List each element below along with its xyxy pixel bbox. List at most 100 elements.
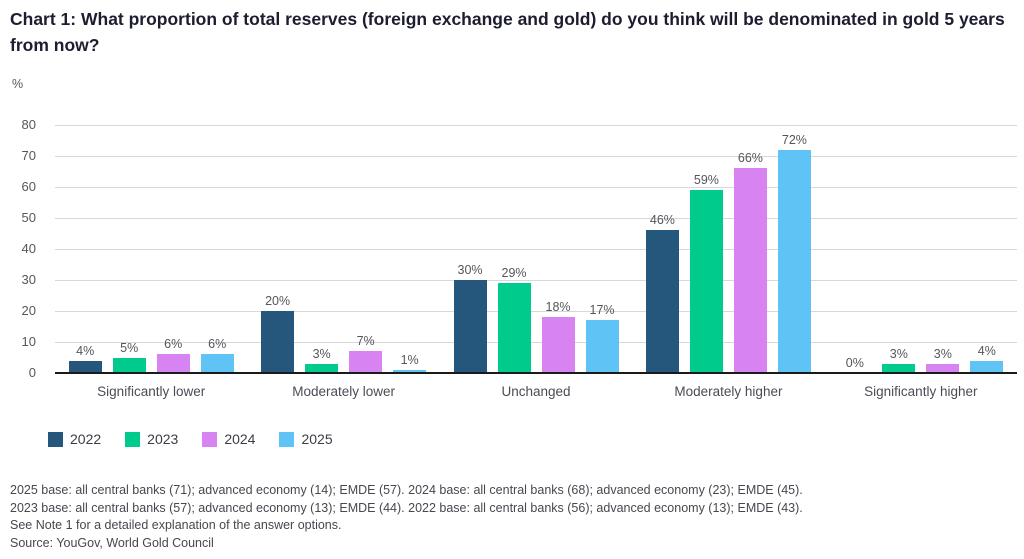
y-tick-label-0: 0 [28,365,36,380]
bar-value-label: 29% [501,266,527,281]
legend-swatch-icon [125,431,141,447]
bar-rect [393,369,427,373]
bar-2025-4: 4% [970,344,1004,373]
bar-value-label: 3% [889,346,908,361]
bar-rect [777,149,811,373]
bar-value-label: 59% [693,173,719,188]
legend-label: 2022 [70,431,102,447]
footnote-source: Source: YouGov, World Gold Council [10,535,214,550]
bar-rect [497,283,531,373]
bar-rect [882,363,916,373]
gridline-10 [55,342,1017,343]
gridline-60 [55,187,1017,188]
y-tick-label-70: 70 [21,148,36,163]
x-category-label-4: Significantly higher [864,384,978,399]
legend-swatch-icon [48,431,63,447]
bar-rect [261,311,295,373]
bar-rect [733,168,767,373]
bar-2023-0: 5% [112,340,146,373]
gridline-70 [55,156,1017,157]
legend-label: 2024 [224,431,256,447]
gridline-30 [55,280,1017,281]
bar-value-label: 6% [164,337,183,352]
legend-item-2025: 2025 [279,431,333,447]
bar-value-label: 4% [76,343,95,358]
bar-rect [349,351,383,373]
x-category-label-3: Moderately higher [674,384,783,399]
legend-swatch-icon [279,431,295,447]
bar-2025-0: 6% [200,337,234,373]
x-category-label-2: Unchanged [501,384,571,399]
gridline-20 [55,311,1017,312]
bar-rect [453,280,487,373]
bar-rect [541,317,575,373]
bar-rect [200,354,234,373]
bar-value-label: 72% [781,132,807,147]
bar-2025-1: 1% [393,352,427,373]
bar-2022-0: 4% [68,343,102,373]
footnote-note-reference: See Note 1 for a detailed explanation of… [10,518,342,532]
bar-2023-3: 59% [689,173,723,373]
bar-2022-2: 30% [453,263,487,373]
bar-rect [645,230,679,373]
bar-value-label: 46% [649,213,675,228]
bar-group-2: 30% 29% 18% 17% [440,125,632,373]
bar-value-label: 20% [265,294,291,308]
legend-label: 2023 [147,431,179,447]
bar-groups: 4% 5% 6% 6% 20% 3% 7% 1% 30% 29% 18% 17% 46% 59% 66% 72… [55,125,1017,373]
legend-swatch-icon [202,431,218,447]
bar-value-label: 3% [933,346,952,361]
bar-2023-2: 29% [497,266,531,373]
gridline-50 [55,218,1017,219]
bar-value-label: 0% [845,356,864,370]
y-tick-label-60: 60 [21,179,36,194]
bar-group-4: 0% 3% 3% 4% [825,125,1017,373]
chart-title: Chart 1: What proportion of total reserv… [10,9,1005,55]
legend-item-2022: 2022 [48,431,101,447]
footnote-base-2025-2024: 2025 base: all central banks (71); advan… [10,483,803,497]
bar-2022-4: 0% [838,356,871,373]
footnote-base-2023-2022: 2023 base: all central banks (57); advan… [10,500,803,515]
bar-rect [305,363,339,373]
bar-2024-3: 66% [733,151,767,373]
bar-group-3: 46% 59% 66% 72% [632,125,824,373]
y-tick-label-30: 30 [21,272,36,287]
legend-item-2024: 2024 [202,431,255,447]
bar-rect [112,357,146,373]
bar-group-1: 20% 3% 7% 1% [247,125,439,373]
y-tick-label-80: 80 [21,117,36,132]
y-tick-label-50: 50 [21,210,36,225]
bar-2024-2: 18% [541,300,575,373]
bar-rect [585,320,619,373]
bar-value-label: 66% [737,151,763,166]
bar-value-label: 6% [208,337,227,352]
bar-rect [926,363,960,373]
plot-area: 4% 5% 6% 6% 20% 3% 7% 1% 30% 29% 18% 17% 46% 59% 66% 72… [55,125,1017,373]
y-tick-label-40: 40 [21,241,36,256]
bar-rect [970,360,1004,373]
legend: 2022 2023 2024 2025 [48,431,333,447]
x-category-label-1: Moderately lower [292,384,395,399]
legend-label: 2025 [301,431,333,447]
bar-2025-2: 17% [585,303,619,373]
bar-rect [68,360,102,373]
y-tick-label-20: 20 [21,303,36,318]
x-category-label-0: Significantly lower [97,384,206,399]
x-axis-baseline [55,372,1017,374]
x-axis-category-labels: Significantly lower Moderately lower Uncha… [55,384,1017,399]
bar-value-label: 5% [120,340,139,355]
bar-2024-1: 7% [349,334,383,373]
bar-2022-3: 46% [645,213,679,373]
bar-value-label: 3% [312,346,331,361]
bar-value-label: 7% [356,334,375,349]
bar-2023-1: 3% [305,346,339,373]
bar-2025-3: 72% [777,132,811,373]
gridline-80 [55,125,1017,126]
bar-rect [156,354,190,373]
bar-value-label: 1% [400,352,419,367]
bar-2024-0: 6% [156,337,190,373]
footnotes: 2025 base: all central banks (71); advan… [10,482,1020,552]
bar-value-label: 18% [545,300,571,315]
bar-2024-4: 3% [926,346,960,373]
bar-group-0: 4% 5% 6% 6% [55,125,247,373]
